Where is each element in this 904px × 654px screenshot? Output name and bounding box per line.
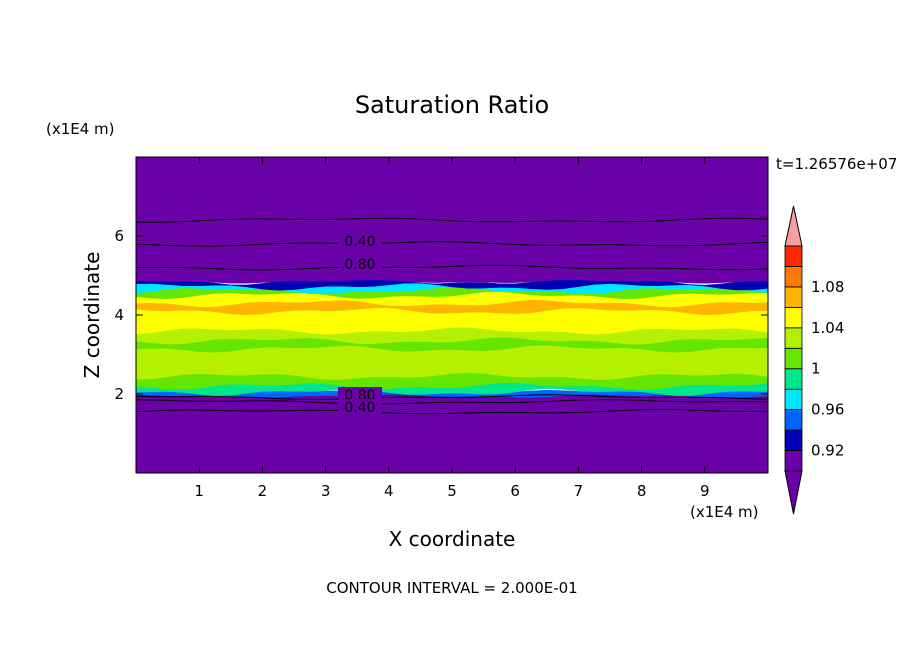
saturation-field <box>136 157 768 473</box>
contour-line <box>136 399 768 405</box>
y-tick-label: 6 <box>114 227 124 245</box>
x-axis: 1 2 3 4 5 6 7 8 9 <box>194 157 710 500</box>
x-tick-label: 8 <box>637 482 647 500</box>
colorbar-segment <box>784 306 803 329</box>
colorbar-tick-label: 0.96 <box>811 401 844 419</box>
colorbar-segment <box>784 429 803 451</box>
colorbar-segment <box>784 286 803 308</box>
colorbar-segment <box>784 266 803 288</box>
contour-label: 0.80 <box>344 257 375 273</box>
contour-label-bg <box>338 233 382 248</box>
colorbar-tick-label: 1 <box>811 360 821 378</box>
contour-line <box>136 394 768 401</box>
x-tick-label: 7 <box>574 482 584 500</box>
contour-label-bg <box>338 387 382 402</box>
time-label: t=1.26576e+07 <box>776 155 897 173</box>
field-band <box>136 157 768 284</box>
y-tick-label: 2 <box>114 385 124 403</box>
colorbar-segment <box>784 388 803 411</box>
contour-label-bg <box>338 399 382 414</box>
x-tick-label: 4 <box>384 482 394 500</box>
field-band <box>136 393 768 473</box>
colorbar-tick-label: 0.92 <box>811 442 844 460</box>
colorbar: 0.92 0.96 1 1.04 1.08 <box>784 205 844 515</box>
x-axis-label: X coordinate <box>389 527 516 551</box>
x-tick-label: 3 <box>321 482 331 500</box>
colorbar-segment <box>784 450 803 472</box>
x-tick-label: 1 <box>194 482 204 500</box>
colorbar-segment <box>784 327 803 349</box>
contour-label-bg <box>338 256 382 271</box>
x-tick-label: 5 <box>447 482 457 500</box>
colorbar-segment <box>784 245 803 267</box>
contour-labels: 0.400.800.800.40 <box>338 233 382 416</box>
colorbar-segment <box>784 409 803 431</box>
y-tick-label: 4 <box>114 306 124 324</box>
contour-line <box>136 264 768 271</box>
colorbar-tick-label: 1.04 <box>811 319 844 337</box>
chart-title: Saturation Ratio <box>355 91 549 119</box>
contour-label: 0.40 <box>344 234 375 250</box>
y-axis-label: Z coordinate <box>80 252 104 379</box>
contour-lines <box>136 217 768 415</box>
y-unit-label: (x1E4 m) <box>46 120 115 138</box>
contour-line <box>136 241 768 247</box>
contour-line <box>136 409 768 415</box>
colorbar-segment <box>784 368 803 390</box>
colorbar-segment <box>784 347 803 370</box>
x-unit-label: (x1E4 m) <box>690 503 759 521</box>
colorbar-over-triangle <box>784 205 803 247</box>
y-axis: 2 4 6 <box>114 227 768 403</box>
contour-label: 0.40 <box>344 400 375 416</box>
colorbar-tick-label: 1.08 <box>811 278 844 296</box>
contour-interval-note: CONTOUR INTERVAL = 2.000E-01 <box>326 579 577 597</box>
contour-line <box>136 217 768 223</box>
x-tick-label: 6 <box>510 482 520 500</box>
x-tick-label: 2 <box>258 482 268 500</box>
x-tick-label: 9 <box>700 482 710 500</box>
colorbar-under-triangle <box>784 470 803 515</box>
